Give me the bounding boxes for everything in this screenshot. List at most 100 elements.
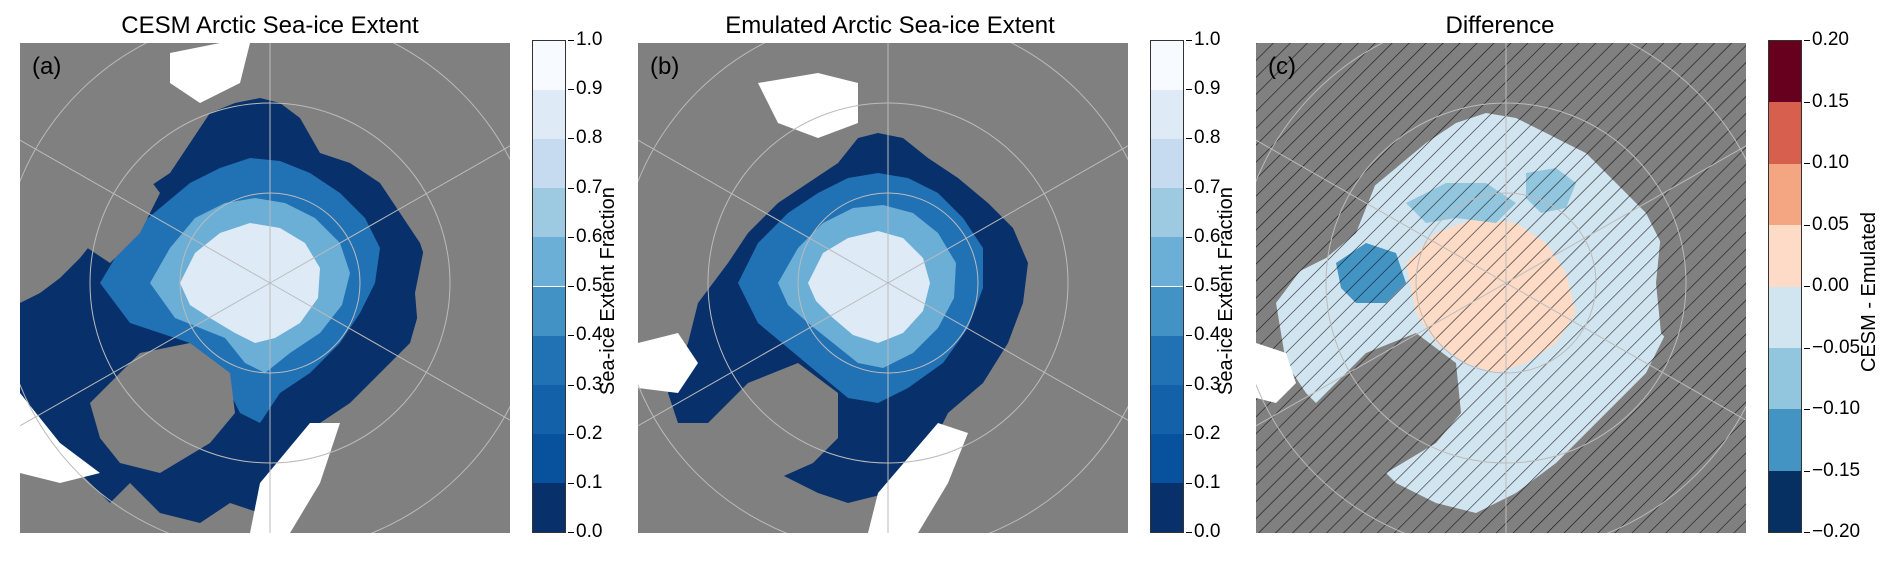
panel-b-title: Emulated Arctic Sea-ice Extent	[725, 12, 1055, 39]
cbar-c-tick: −0.20	[1803, 521, 1861, 542]
cbar-c-tick: −0.05	[1803, 337, 1861, 358]
cbar-a-tick: 0.7	[567, 177, 603, 198]
ocean-white	[1256, 343, 1296, 403]
cbar-a-tick: 0.3	[567, 374, 603, 395]
ice-core	[180, 223, 320, 343]
cbar-b-tick: 0.8	[1185, 127, 1221, 148]
cbar-a-tick: 0.2	[567, 423, 603, 444]
panel-a-colorbar	[532, 40, 566, 533]
panel-b-map-svg	[638, 43, 1128, 533]
cbar-b-seg-0	[1151, 41, 1183, 91]
cbar-a-seg-6	[533, 335, 565, 385]
cbar-a-seg-0	[533, 41, 565, 91]
cbar-a-tick: 1.0	[567, 29, 603, 50]
cbar-b-tick: 0.5	[1185, 275, 1221, 296]
cbar-b-seg-3	[1151, 188, 1183, 238]
cbar-a-seg-5	[533, 286, 565, 336]
cbar-c-tick: 0.00	[1804, 275, 1849, 296]
panel-a-title: CESM Arctic Sea-ice Extent	[121, 12, 419, 39]
cbar-c-seg-1	[1769, 102, 1801, 164]
cbar-a-seg-4	[533, 237, 565, 287]
ocean-white-3	[758, 73, 858, 138]
ice-core	[808, 231, 930, 343]
cbar-a-tick: 0.1	[567, 472, 603, 493]
panel-b-colorbar	[1150, 40, 1184, 533]
cbar-b-tick: 0.4	[1185, 324, 1221, 345]
cbar-c-label: CESM - Emulated	[1858, 211, 1880, 372]
cbar-c-tick: 0.20	[1804, 29, 1849, 50]
cbar-a-label: Sea-ice Extent Fraction	[597, 187, 619, 395]
panel-c-map: (c)	[1256, 43, 1746, 533]
ocean-white-1	[868, 423, 968, 533]
ocean-white-1	[250, 423, 340, 533]
panel-c-colorbar	[1768, 40, 1802, 533]
cbar-a-seg-2	[533, 139, 565, 189]
graticule	[638, 43, 1128, 533]
ocean-white-2	[20, 393, 100, 483]
panel-b-map: (b)	[638, 43, 1128, 533]
panel-c-title: Difference	[1445, 12, 1555, 39]
cbar-c-tick: 0.15	[1804, 91, 1849, 112]
panel-c-map-svg	[1256, 43, 1746, 533]
land-greenland	[698, 363, 838, 483]
cbar-b-seg-2	[1151, 139, 1183, 189]
panel-b-letter: (b)	[650, 53, 680, 80]
cbar-b-tick: 0.6	[1185, 226, 1221, 247]
ocean-white-2	[638, 333, 698, 393]
panel-a-letter: (a)	[32, 53, 62, 80]
cbar-a-tick: 0.0	[567, 521, 603, 542]
cbar-a-seg-3	[533, 188, 565, 238]
cbar-c-seg-7	[1769, 470, 1801, 532]
cbar-b-tick: 0.9	[1185, 78, 1221, 99]
cbar-c-seg-5	[1769, 347, 1801, 410]
cbar-b-seg-4	[1151, 237, 1183, 287]
hatched-region-3	[1256, 283, 1506, 533]
land-siberia	[320, 53, 510, 403]
graticule	[1256, 43, 1746, 533]
cbar-c-seg-2	[1769, 163, 1801, 226]
cbar-a-seg-8	[533, 433, 565, 483]
cbar-b-tick: 0.7	[1185, 177, 1221, 198]
cbar-b-tick: 0.2	[1185, 423, 1221, 444]
cbar-b-label: Sea-ice Extent Fraction	[1215, 187, 1237, 395]
cbar-a-seg-1	[533, 90, 565, 140]
land-scandinavia	[340, 423, 510, 533]
panel-a-map: (a)	[20, 43, 510, 533]
cbar-b-tick: 0.1	[1185, 472, 1221, 493]
cbar-a-tick: 0.9	[567, 78, 603, 99]
cbar-b-seg-9	[1151, 482, 1183, 532]
cbar-b-tick: 1.0	[1185, 29, 1221, 50]
cbar-c-tick: −0.15	[1803, 460, 1861, 481]
land-siberia	[938, 43, 1128, 383]
land-scandinavia	[958, 423, 1128, 533]
cbar-b-tick: 0.0	[1185, 521, 1221, 542]
land-canada	[638, 153, 748, 303]
hatched-region-1	[1256, 43, 1506, 283]
cbar-c-tick: 0.05	[1804, 214, 1849, 235]
cbar-c-seg-0	[1769, 41, 1801, 103]
cbar-a-tick: 0.4	[567, 324, 603, 345]
cbar-c-tick: 0.10	[1804, 152, 1849, 173]
hatched-region-2	[1506, 43, 1746, 533]
land-canada	[20, 133, 160, 283]
cbar-b-seg-7	[1151, 384, 1183, 434]
cbar-a-seg-9	[533, 482, 565, 532]
cbar-a-tick: 0.6	[567, 226, 603, 247]
cbar-c-seg-6	[1769, 409, 1801, 471]
cbar-b-seg-1	[1151, 90, 1183, 140]
cbar-c-seg-4	[1769, 286, 1801, 348]
cbar-b-seg-8	[1151, 433, 1183, 483]
panel-c-letter: (c)	[1268, 53, 1296, 80]
ocean-white-3	[170, 43, 250, 103]
cbar-c-tick: −0.10	[1803, 398, 1861, 419]
land-greenland	[90, 343, 235, 473]
panel-a-map-svg	[20, 43, 510, 533]
cbar-a-tick: 0.5	[567, 275, 603, 296]
cbar-b-seg-6	[1151, 335, 1183, 385]
cbar-b-seg-5	[1151, 286, 1183, 336]
cbar-a-tick: 0.8	[567, 127, 603, 148]
cbar-c-seg-3	[1769, 225, 1801, 287]
cbar-a-seg-7	[533, 384, 565, 434]
cbar-b-tick: 0.3	[1185, 374, 1221, 395]
graticule	[20, 43, 510, 533]
